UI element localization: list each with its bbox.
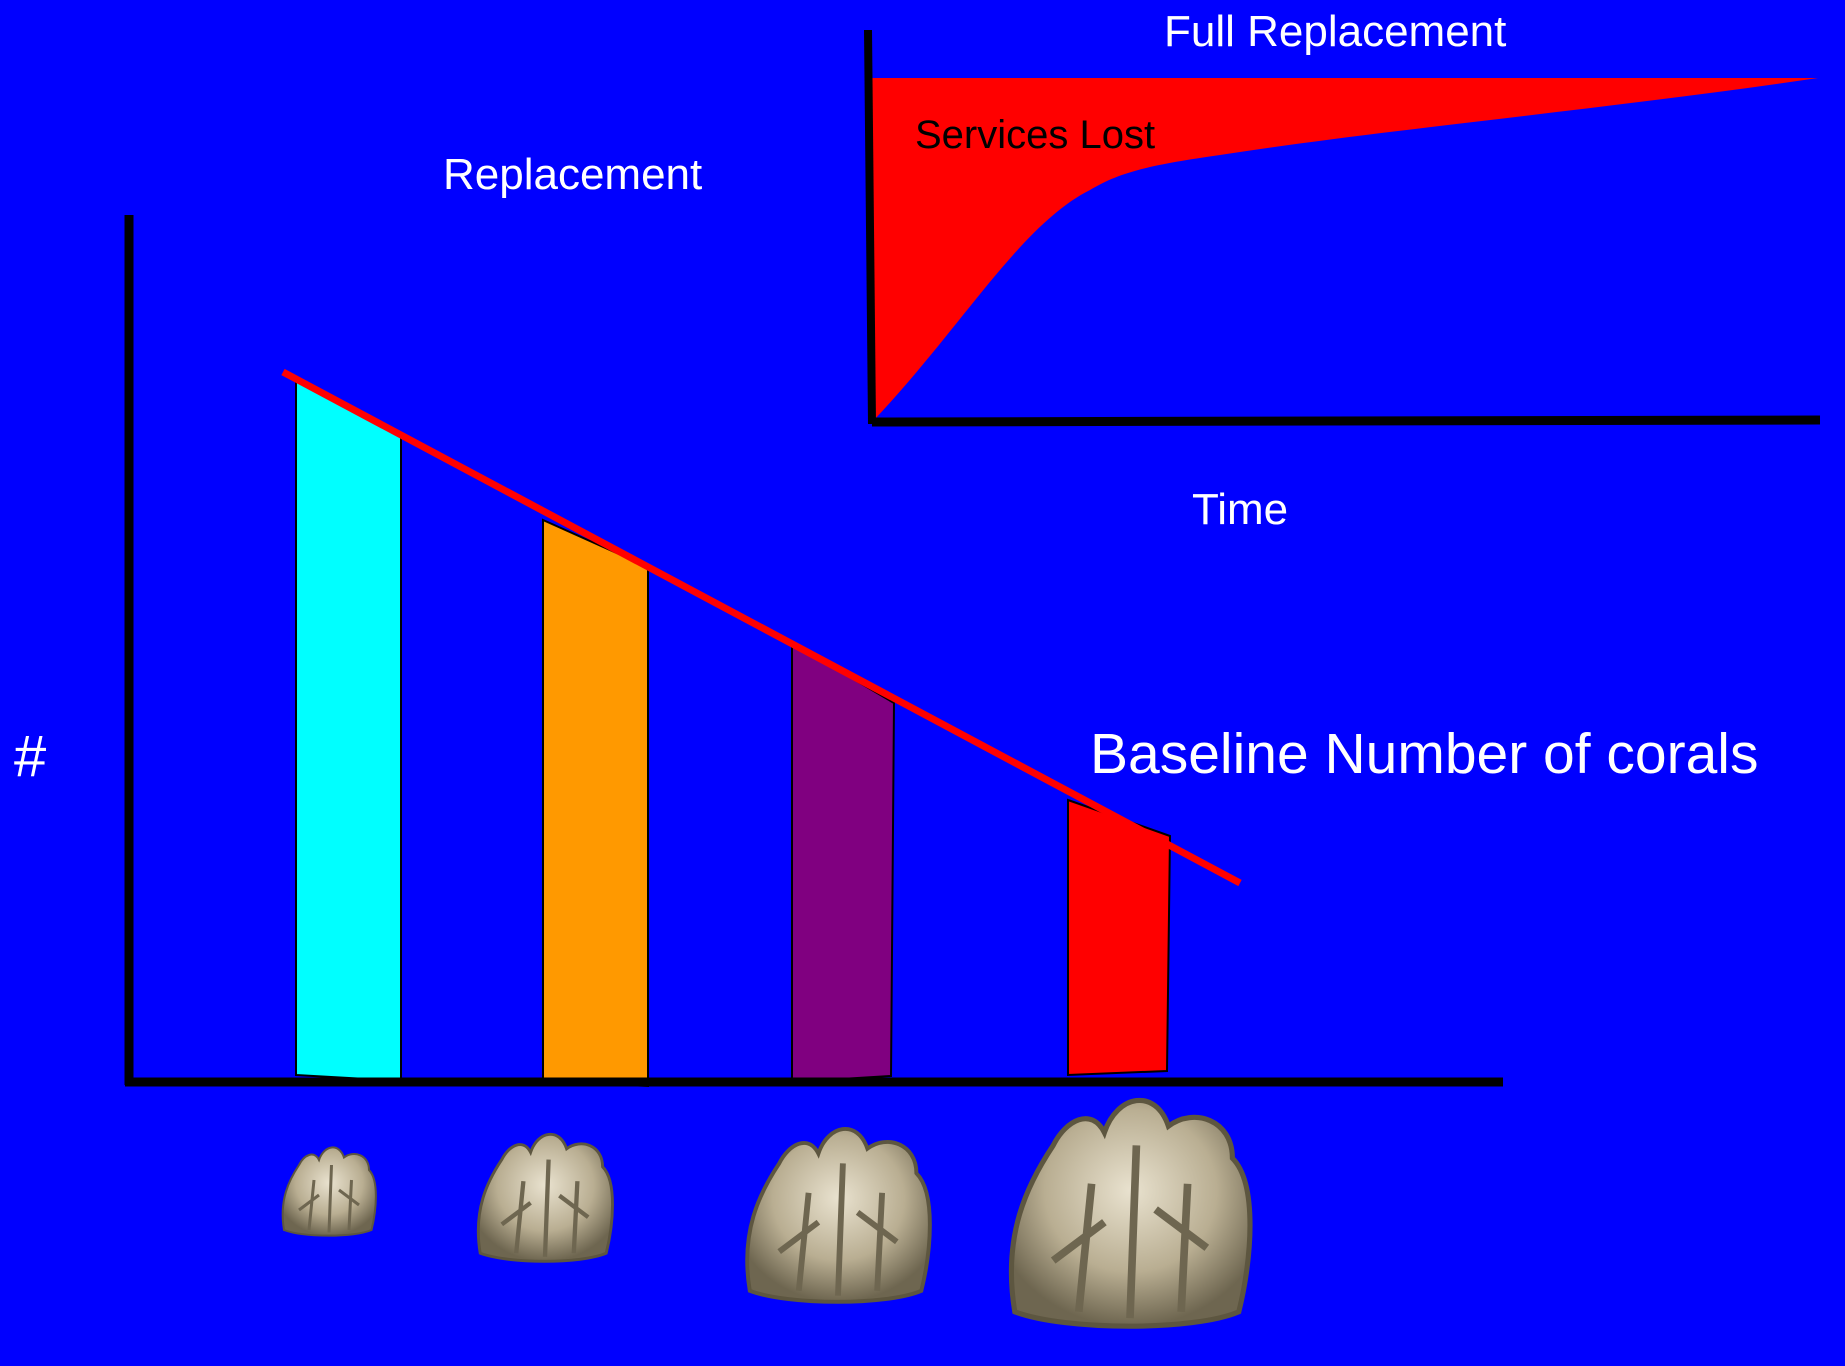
full-replacement-label: Full Replacement — [1164, 7, 1507, 56]
baseline-label: Baseline Number of corals — [1090, 722, 1759, 786]
inset-x-axis — [871, 415, 1821, 427]
services-lost-area — [866, 78, 1818, 422]
purple-bar — [791, 641, 896, 1084]
coral-icon — [281, 1146, 377, 1237]
orange-bar — [542, 518, 649, 1088]
y-axis-hash-label: # — [14, 724, 47, 789]
inset-y-axis — [864, 29, 876, 425]
cyan-bar — [295, 376, 402, 1083]
coral-icon — [745, 1127, 932, 1304]
coral-icon — [476, 1132, 614, 1263]
trend-line — [281, 368, 1242, 887]
coral-icon — [1008, 1097, 1253, 1329]
services-lost-label: Services Lost — [915, 113, 1156, 157]
replacement-label: Replacement — [443, 150, 703, 199]
time-axis-label: Time — [1192, 485, 1289, 534]
